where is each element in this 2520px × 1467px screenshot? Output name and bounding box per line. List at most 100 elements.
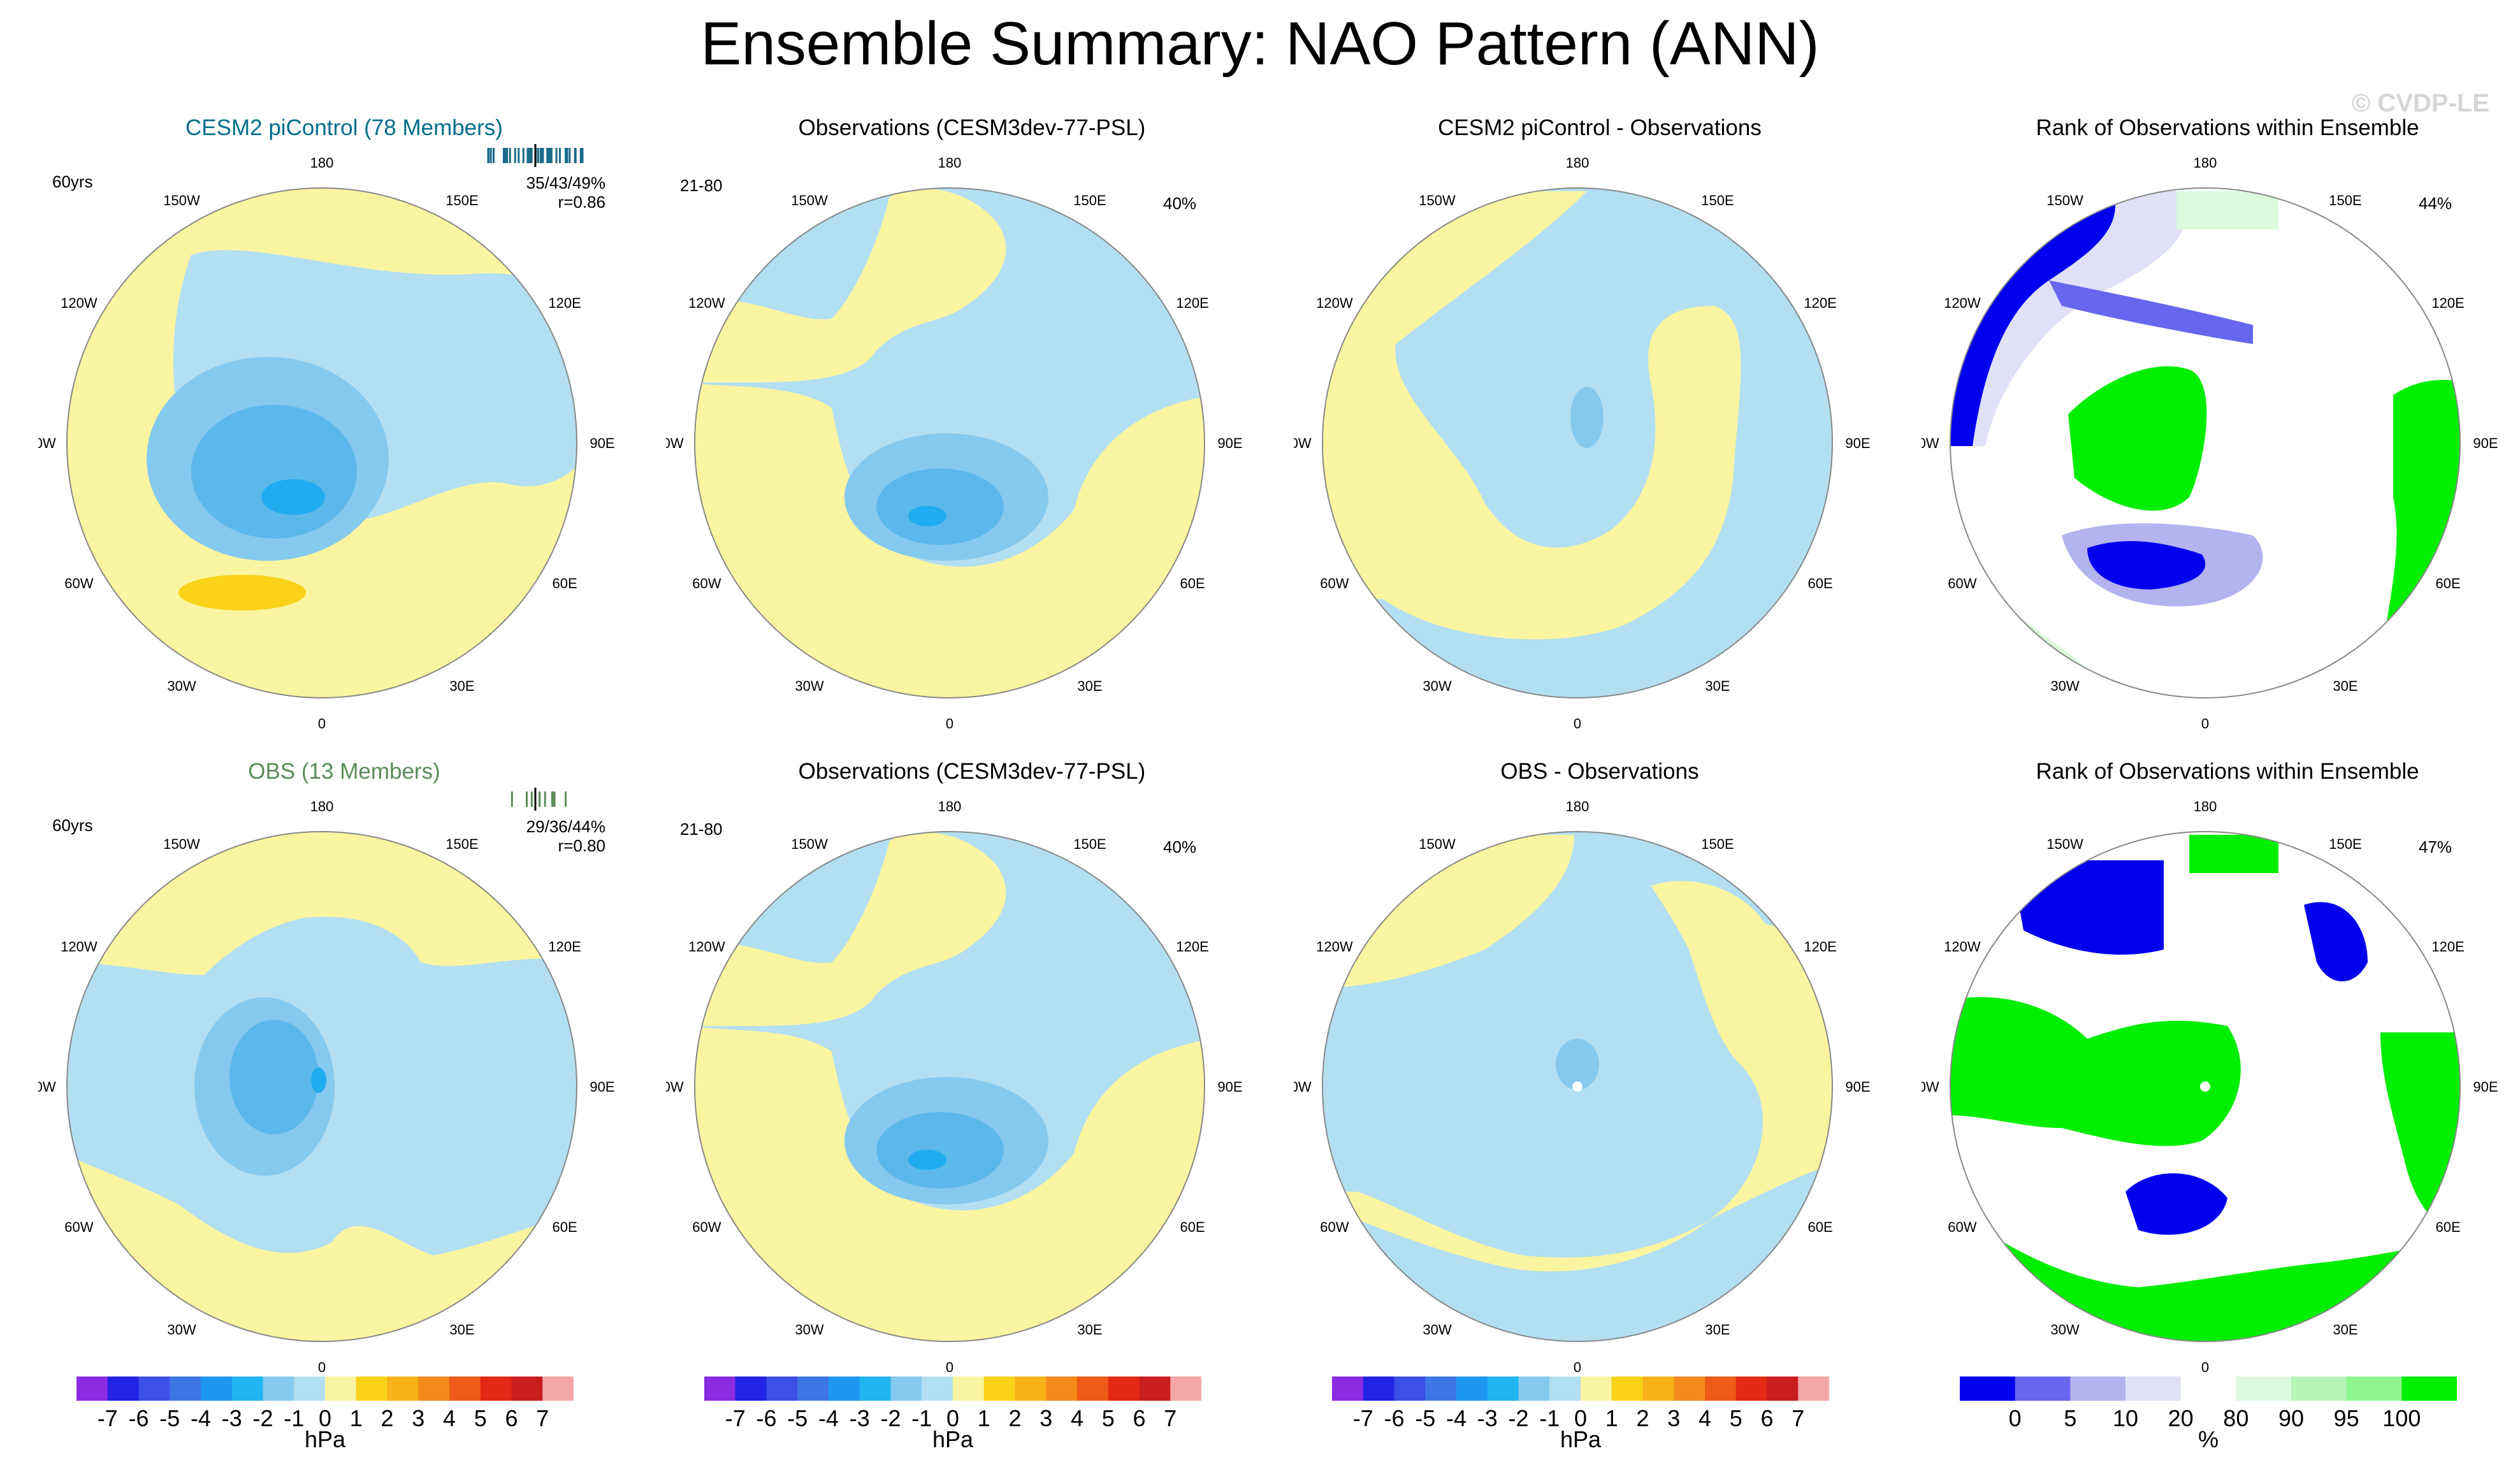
colorbar-label: 4 [1071,1405,1083,1431]
ensemble-rug [487,144,584,167]
colorbar-label: -6 [756,1405,776,1431]
colorbar-swatch [1394,1377,1426,1401]
colorbar-label: 100 [2382,1405,2421,1431]
rank-green-east [2380,1032,2460,1238]
longitude-label: 60E [1180,1219,1205,1235]
polar-map: 180 150E 120E 90E 60E 30E 0 30W 60W 90W 120W 150W [1922,799,2498,1375]
rank-green-north [2189,835,2278,873]
colorbar-label: 0 [2009,1405,2022,1431]
longitude-label: 60W [64,1219,93,1235]
longitude-label: 30E [449,678,474,694]
colorbar-label: 80 [2223,1405,2248,1431]
longitude-label: 150E [1073,192,1106,208]
longitude-label: 150E [2329,192,2361,208]
rank-green-center [2068,366,2207,511]
colorbar-label: 1 [350,1405,363,1431]
colorbar-swatch [922,1377,953,1401]
colorbar-swatch [1332,1377,1364,1401]
colorbar-swatch [1456,1377,1488,1401]
longitude-label: 120E [1176,939,1208,955]
colorbar-label: 5 [1730,1405,1742,1431]
colorbar-swatch [542,1377,574,1401]
negative-region [67,916,577,1255]
longitude-label: 30E [1705,678,1730,694]
longitude-label: 90W [38,435,56,451]
panel-difference-2: OBS - Observations 180 150E 120E 90E 60E 30E 0… [1294,758,1906,1402]
colorbar-swatch [1705,1377,1737,1401]
longitude-label: 180 [938,155,962,171]
longitude-label: 120W [1316,295,1353,311]
longitude-labels: 180 150E 120E 90E 60E 30E 0 30W 60W 90W 120W 150W [38,155,615,732]
longitude-label: 60W [1320,575,1349,591]
panel-title: CESM2 piControl - Observations [1438,115,1762,140]
longitude-label: 180 [2194,155,2217,171]
colorbar-label: 2 [1008,1405,1021,1431]
colorbar-label: 5 [1102,1405,1115,1431]
longitude-label: 60E [1808,1219,1833,1235]
colorbar-label: -2 [880,1405,901,1431]
contour-minus-1 [1570,387,1604,448]
longitude-label: 0 [2201,716,2209,732]
panel-title: Rank of Observations within Ensemble [2036,759,2419,784]
longitude-label: 90W [1922,1079,1939,1095]
longitude-label: 30W [2050,678,2079,694]
longitude-label: 150E [1073,836,1106,852]
colorbar-swatch [2180,1377,2236,1401]
longitude-label: 30W [1423,678,1451,694]
colorbar-label: 3 [1039,1405,1052,1431]
colorbar-label: -7 [725,1405,746,1431]
longitude-label: 180 [310,799,334,814]
panel-cesm2-picontrol: CESM2 piControl (78 Members) 60yrs 35/43… [38,115,650,758]
colorbar-swatch [387,1377,419,1401]
longitude-label: 30W [2050,1322,2079,1338]
percent-label: 40% [1163,837,1197,856]
colorbar-swatch [480,1377,512,1401]
longitude-label: 90W [1922,435,1939,451]
longitude-labels: 180 150E 120E 90E 60E 30E 0 30W 60W 90W 120W 150W [1922,155,2498,732]
longitude-label: 150E [445,192,478,208]
colorbar-swatch [2070,1377,2126,1401]
colorbar-swatch [1549,1377,1581,1401]
longitude-label: 30E [1077,678,1102,694]
longitude-label: 60W [64,575,93,591]
colorbar-unit: % [2198,1426,2219,1452]
longitude-label: 60W [1948,575,1976,591]
longitude-label: 30W [1423,1322,1451,1338]
colorbar-swatch [1581,1377,1612,1401]
colorbar-hpa-2: -7 -6 -5 -4 -3 -2 -1 0 1 2 3 4 5 6 7 [704,1377,1201,1431]
panel-difference: CESM2 piControl - Observations 180 150E 12… [1294,115,1906,758]
colorbar-swatch [325,1377,357,1401]
watermark: © CVDP-LE [2351,89,2489,117]
colorbar-label: -7 [98,1405,118,1431]
colorbar-swatch [1674,1377,1705,1401]
colorbar-label: 0 [1574,1405,1587,1431]
rug-ticks [511,788,567,811]
longitude-label: 180 [2194,799,2217,814]
colorbar-swatch [511,1377,543,1401]
longitude-label: 120W [1316,939,1353,955]
longitude-label: 90E [1845,435,1870,451]
colorbar-swatch [829,1377,860,1401]
colorbar-label: -4 [1446,1405,1466,1431]
colorbar-label: -2 [252,1405,273,1431]
longitude-labels: 180 150E 120E 90E 60E 30E 0 30W 60W 90W 120W 150W [1294,799,1871,1375]
longitude-label: 150W [163,836,200,852]
colorbar-label: 4 [1698,1405,1711,1431]
colorbar-swatch [1767,1377,1799,1401]
colorbar-label: 90 [2278,1405,2304,1431]
longitude-label: 90E [1845,1079,1870,1095]
longitude-label: 90E [2473,1079,2498,1095]
longitude-label: 120W [61,295,98,311]
polar-map: 180 150E 120E 90E 60E 30E 0 30W 60W 90W 120W 150W [666,155,1243,732]
longitude-label: 30E [2333,678,2357,694]
panel-rank: Rank of Observations within Ensemble 44%… [1922,115,2520,758]
longitude-label: 30W [167,1322,196,1338]
rank-blue-ne [2304,902,2368,981]
panel-rank-2: Rank of Observations within Ensemble 47%… [1922,758,2520,1402]
longitude-label: 120E [2431,295,2464,311]
longitude-label: 120E [2431,939,2464,955]
panel-title: OBS - Observations [1500,759,1699,784]
longitude-label: 150W [1419,192,1456,208]
longitude-label: 0 [946,1359,953,1375]
colorbar-label: 6 [505,1405,518,1431]
